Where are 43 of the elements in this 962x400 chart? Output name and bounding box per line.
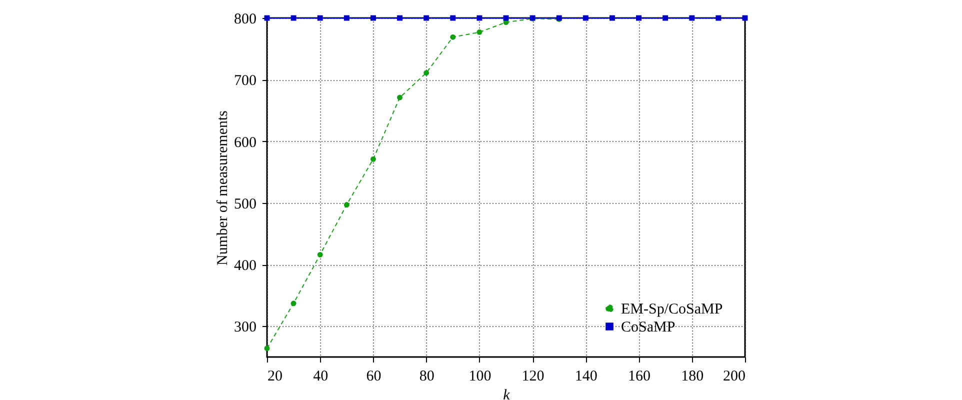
point (450, 15, 456, 21)
y-tick-label: 600 (234, 134, 256, 151)
point (662, 15, 668, 21)
point (582, 15, 588, 21)
point (609, 15, 615, 21)
x-tick-label: 60 (366, 368, 382, 384)
x-tick-label: 100 (468, 368, 492, 384)
point (476, 15, 482, 21)
x-tick-label: 80 (419, 368, 434, 384)
point (424, 15, 430, 21)
legend-label: EM-Sp/CoSaMP (621, 302, 723, 318)
point (344, 202, 350, 208)
point (716, 15, 722, 21)
x-tick-label: 200 (723, 368, 746, 384)
point (424, 70, 430, 76)
y-tick-label: 800 (234, 12, 256, 28)
point (636, 15, 642, 21)
point (450, 34, 456, 40)
point (290, 300, 296, 306)
point (397, 15, 403, 21)
point (264, 346, 270, 352)
point (317, 252, 323, 258)
y-tick-label: 400 (234, 258, 256, 274)
point (317, 15, 323, 21)
x-tick-label: 40 (313, 368, 328, 384)
x-axis-title: k (503, 388, 510, 400)
point (344, 15, 350, 21)
y-tick-label: 700 (234, 73, 256, 90)
point (290, 15, 296, 21)
y-tick-label: 500 (234, 196, 256, 212)
x-tick-label: 180 (681, 368, 704, 384)
x-tick-label: 20 (268, 368, 282, 384)
point (370, 15, 376, 21)
point (476, 29, 482, 35)
y-tick-label: 300 (234, 320, 256, 336)
point (370, 156, 376, 162)
y-axis-title: Number of measurements (215, 110, 231, 266)
point (397, 94, 403, 100)
x-tick-label: 120 (522, 368, 544, 384)
x-tick-label: 140 (574, 368, 598, 384)
legend-label: CoSaMP (621, 320, 676, 336)
x-tick-label: 160 (628, 368, 651, 384)
point (689, 15, 695, 21)
